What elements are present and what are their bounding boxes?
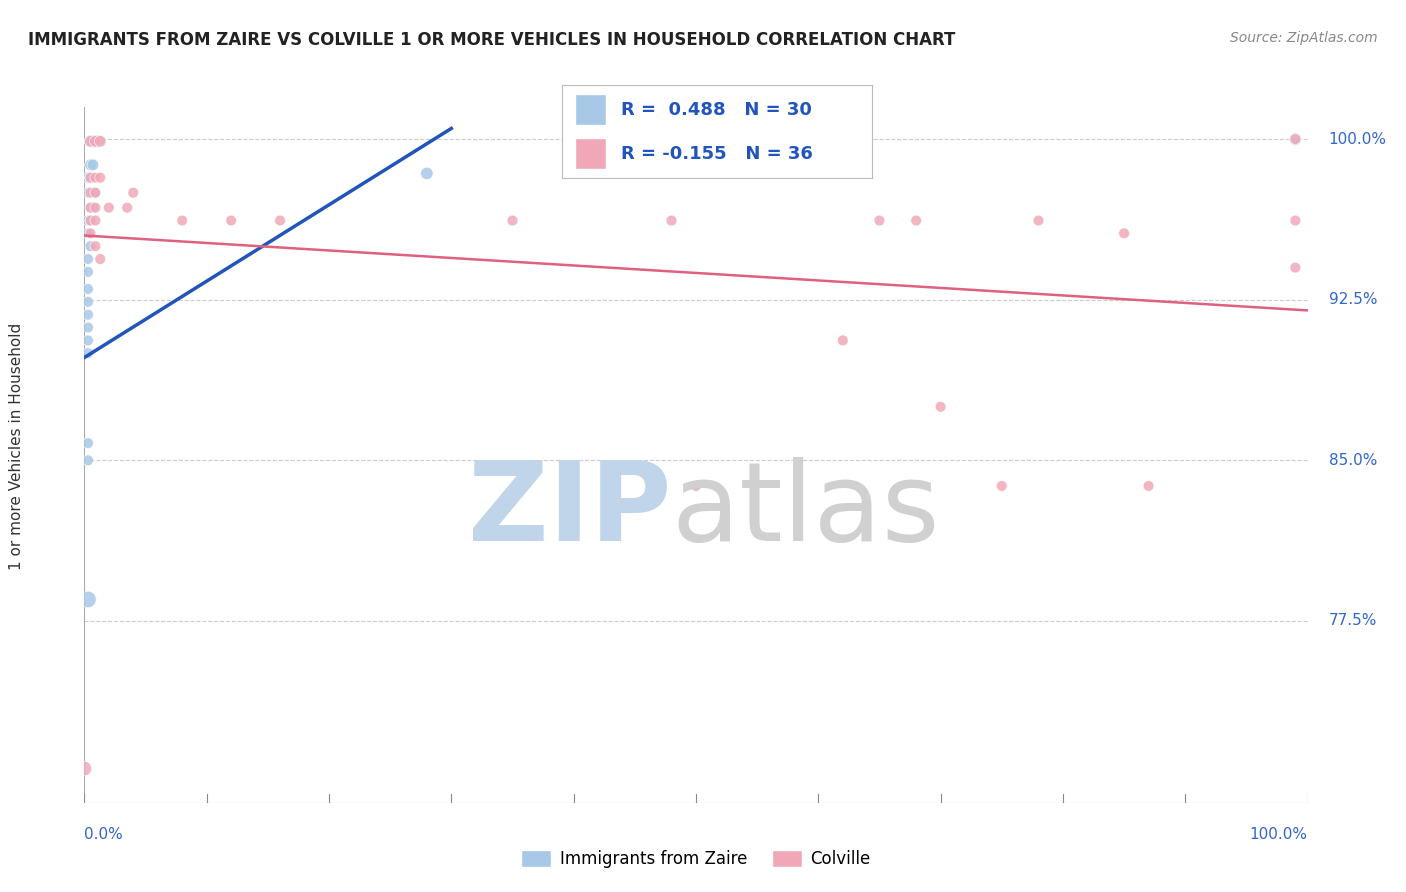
Point [1284, 260, 1306, 275]
Text: Source: ZipAtlas.com: Source: ZipAtlas.com [1230, 31, 1378, 45]
Point [84, 170, 107, 185]
Point [219, 213, 242, 227]
Point [79, 134, 101, 148]
Text: 1 or more Vehicles in Household: 1 or more Vehicles in Household [10, 322, 24, 570]
Point [79, 201, 101, 215]
Point [1284, 132, 1306, 146]
Point [84, 201, 107, 215]
Point [685, 479, 707, 493]
Point [79, 186, 101, 200]
Point [77, 320, 100, 334]
Point [1284, 213, 1306, 227]
Point [79, 134, 101, 148]
Point [115, 201, 138, 215]
Point [1137, 479, 1160, 493]
Point [990, 479, 1012, 493]
Point [89, 170, 111, 185]
Point [77, 592, 100, 607]
Point [89, 252, 111, 266]
Point [77, 453, 100, 467]
Point [905, 213, 928, 227]
Point [79, 213, 101, 227]
Text: R = -0.155   N = 36: R = -0.155 N = 36 [621, 145, 813, 162]
Point [77, 308, 100, 322]
Text: 100.0%: 100.0% [1329, 132, 1386, 146]
Point [79, 227, 101, 241]
Point [77, 170, 100, 185]
Point [77, 294, 100, 309]
Point [416, 166, 439, 180]
Point [661, 213, 683, 227]
Point [79, 170, 101, 185]
Point [79, 239, 101, 253]
Point [77, 334, 100, 348]
Point [77, 227, 100, 241]
Point [172, 213, 194, 227]
Point [82, 201, 104, 215]
Text: 85.0%: 85.0% [1329, 453, 1376, 467]
Point [97, 201, 120, 215]
Point [79, 158, 101, 172]
Point [77, 282, 100, 296]
Point [84, 186, 107, 200]
Point [1284, 132, 1306, 146]
Point [84, 239, 107, 253]
Legend: Immigrants from Zaire, Colville: Immigrants from Zaire, Colville [515, 843, 877, 874]
Point [89, 134, 111, 148]
Point [77, 186, 100, 200]
Point [929, 400, 952, 414]
Point [73, 762, 96, 776]
Point [77, 252, 100, 266]
Text: 100.0%: 100.0% [1250, 827, 1308, 841]
Point [79, 213, 101, 227]
Point [1028, 213, 1050, 227]
Point [869, 213, 891, 227]
Point [501, 213, 523, 227]
FancyBboxPatch shape [575, 95, 606, 125]
Point [269, 213, 291, 227]
Point [84, 134, 107, 148]
Point [77, 346, 100, 360]
Point [82, 186, 104, 200]
Point [77, 436, 100, 450]
Point [87, 134, 110, 148]
Point [82, 158, 104, 172]
Point [831, 334, 853, 348]
Point [84, 213, 107, 227]
Text: ZIP: ZIP [468, 457, 672, 564]
FancyBboxPatch shape [575, 138, 606, 169]
Text: R =  0.488   N = 30: R = 0.488 N = 30 [621, 101, 813, 119]
Point [77, 213, 100, 227]
Point [77, 265, 100, 279]
Text: 92.5%: 92.5% [1329, 293, 1376, 307]
Point [122, 186, 145, 200]
Point [84, 134, 107, 148]
Text: atlas: atlas [672, 457, 941, 564]
Point [79, 170, 101, 185]
Point [1114, 227, 1136, 241]
Text: IMMIGRANTS FROM ZAIRE VS COLVILLE 1 OR MORE VEHICLES IN HOUSEHOLD CORRELATION CH: IMMIGRANTS FROM ZAIRE VS COLVILLE 1 OR M… [28, 31, 956, 49]
Point [79, 201, 101, 215]
Text: 77.5%: 77.5% [1329, 614, 1376, 628]
Point [84, 186, 107, 200]
Text: 0.0%: 0.0% [84, 827, 124, 841]
Point [82, 134, 104, 148]
